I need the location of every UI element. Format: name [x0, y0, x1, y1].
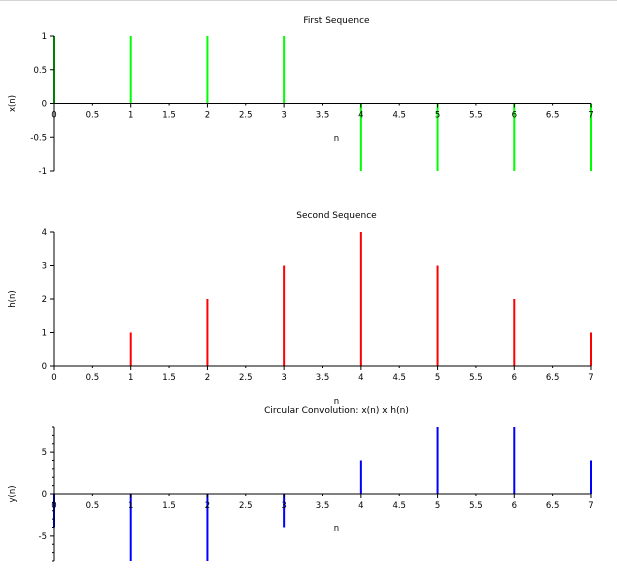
chart-panel-3: 0 0.5 1 1.5 2 2.5 3 3.5 4 4.5 5 5.5 6 6.5 7 -5 0 5 Circula…	[8, 406, 594, 562]
y-axis-label: h(n)	[8, 290, 18, 307]
x-tick-label: 0.5	[86, 373, 100, 383]
x-tick-label: 5.5	[469, 501, 483, 511]
x-tick-label: 1	[128, 501, 133, 511]
window-top-border	[0, 0, 617, 1]
x-tick-label: 3.5	[316, 111, 330, 121]
x-tick-label: 1.5	[162, 501, 176, 511]
x-tick-label: 5.5	[469, 373, 483, 383]
y-tick-label: 1	[42, 329, 47, 339]
y-tick-label: 0	[42, 362, 47, 372]
x-tick-label: 2.5	[239, 111, 253, 121]
x-tick-label: 6.5	[546, 111, 560, 121]
x-tick-label: 3	[281, 373, 286, 383]
y-tick-label: -0.5	[30, 133, 47, 143]
y-tick-label: -1	[39, 167, 47, 177]
x-tick-label: 3	[281, 501, 286, 511]
y-axis-label: x(n)	[8, 95, 18, 112]
y-tick-label: 0	[42, 490, 47, 500]
x-tick-label: 3.5	[316, 501, 330, 511]
chart-title: First Sequence	[303, 16, 370, 26]
x-tick-label: 4	[358, 111, 363, 121]
x-tick-label: 6	[512, 501, 517, 511]
x-tick-label: 2.5	[239, 373, 253, 383]
x-tick-label: 7	[588, 501, 593, 511]
x-tick-label: 5.5	[469, 111, 483, 121]
x-tick-label: 5	[435, 111, 440, 121]
x-axis-label: n	[334, 397, 339, 407]
chart-panel-2: 0 0.5 1 1.5 2 2.5 3 3.5 4 4.5 5 5.5 6 6.5 7 0 1 2 3 4 Second…	[8, 211, 594, 407]
x-tick-label: 1	[128, 111, 133, 121]
chart-title: Second Sequence	[296, 211, 377, 221]
chart-panel-1: 0 0.5 1 1.5 2 2.5 3 3.5 4 4.5 5 5.5 6 6.5 7 -1 -0.5 0 0.5 1…	[8, 16, 594, 177]
x-tick-label: 4	[358, 373, 363, 383]
x-tick-label: 2.5	[239, 501, 253, 511]
x-tick-label: 5	[435, 501, 440, 511]
y-axis-label: y(n)	[8, 485, 18, 502]
y-tick-label: 0	[42, 100, 47, 110]
x-tick-label: 0	[51, 501, 56, 511]
x-tick-label: 6	[512, 373, 517, 383]
x-tick-label: 0.5	[86, 501, 100, 511]
x-tick-label: 3.5	[316, 373, 330, 383]
x-tick-label: 0	[51, 373, 56, 383]
x-tick-label: 2	[205, 373, 210, 383]
y-tick-label: 4	[42, 228, 47, 238]
y-tick-label: 5	[42, 448, 47, 458]
x-tick-label: 1	[128, 373, 133, 383]
x-tick-label: 7	[588, 111, 593, 121]
x-tick-label: 1.5	[162, 111, 176, 121]
x-tick-label: 4.5	[392, 373, 406, 383]
chart-title: Circular Convolution: x(n) x h(n)	[264, 406, 409, 416]
x-tick-label: 5	[435, 373, 440, 383]
y-tick-label: 3	[42, 262, 47, 272]
x-tick-label: 6	[512, 111, 517, 121]
y-tick-label: 0.5	[33, 66, 47, 76]
x-tick-label: 2	[205, 111, 210, 121]
y-tick-label: -5	[39, 532, 47, 542]
x-tick-label: 0.5	[86, 111, 100, 121]
x-tick-label: 1.5	[162, 373, 176, 383]
x-tick-label: 6.5	[546, 373, 560, 383]
x-tick-label: 0	[51, 111, 56, 121]
x-tick-label: 4.5	[392, 111, 406, 121]
x-tick-label: 4	[358, 501, 363, 511]
x-tick-label: 3	[281, 111, 286, 121]
y-tick-label: 2	[42, 295, 47, 305]
x-axis-label: n	[334, 524, 339, 534]
y-tick-label: 1	[42, 32, 47, 42]
x-tick-label: 6.5	[546, 501, 560, 511]
x-tick-label: 2	[205, 501, 210, 511]
x-tick-label: 7	[588, 373, 593, 383]
x-tick-label: 4.5	[392, 501, 406, 511]
x-axis-label: n	[334, 134, 339, 144]
